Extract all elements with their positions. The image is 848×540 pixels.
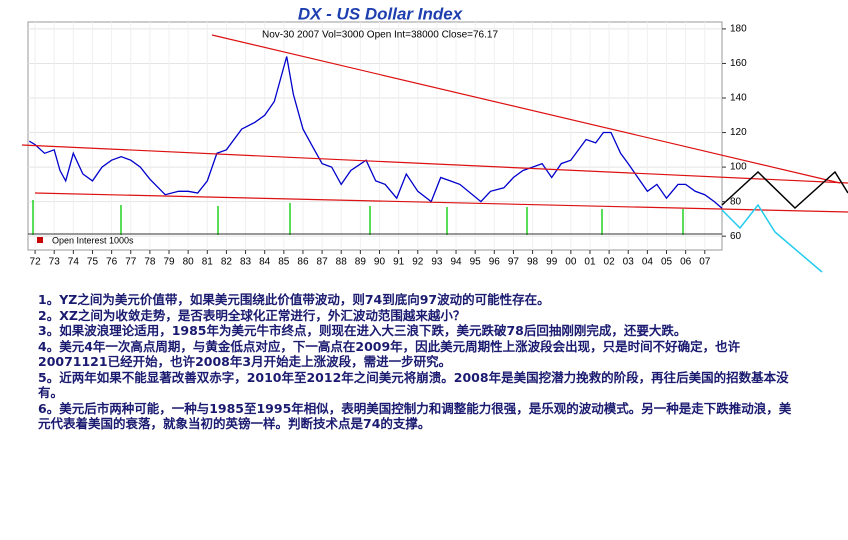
y-tick-label: 120 (730, 127, 747, 138)
chart: DX - US Dollar Index Nov-30 2007 Vol=300… (21, 4, 848, 273)
x-tick-label: 07 (699, 257, 711, 268)
note: 4。美元4年一次高点周期，与黄金低点对应，下一高点在2009年，因此美元周期性上… (38, 338, 741, 370)
x-tick-label: 90 (374, 257, 386, 268)
y-tick-label: 100 (730, 162, 747, 173)
price-line (28, 56, 723, 209)
x-tick-label: 77 (125, 257, 137, 268)
notes: 1。YZ之间为美元价值带，如果美元围绕此价值带波动，则74到底向97波动的可能性… (38, 292, 798, 432)
x-tick-label: 91 (393, 257, 405, 268)
x-tick-label: 74 (68, 257, 80, 268)
x-tick-label: 78 (144, 257, 156, 268)
x-tick-label: 94 (450, 257, 462, 268)
x-tick-label: 79 (163, 257, 175, 268)
x-tick-label: 99 (546, 257, 558, 268)
x-tick-label: 02 (604, 257, 616, 268)
x-tick-label: 04 (642, 257, 654, 268)
legend-swatch (37, 237, 43, 243)
chart-title: DX - US Dollar Index (298, 4, 464, 23)
trend-lines (21, 34, 848, 213)
x-tick-label: 75 (87, 257, 99, 268)
x-tick-label: 88 (336, 257, 348, 268)
x-tick-label: 01 (584, 257, 596, 268)
x-tick-label: 72 (30, 257, 42, 268)
x-tick-label: 87 (317, 257, 329, 268)
grid (28, 22, 722, 250)
x-tick-label: 82 (221, 257, 233, 268)
x-tick-label: 73 (49, 257, 61, 268)
y-tick-label: 160 (730, 58, 747, 69)
projection-cyan (721, 203, 823, 273)
open-interest-bars (32, 200, 684, 235)
x-tick-label: 06 (680, 257, 692, 268)
x-tick-label: 97 (508, 257, 520, 268)
note: 3。如果波浪理论适用，1985年为美元牛市终点，则现在进入大三浪下跌，美元跌破7… (38, 323, 687, 338)
y-tick-label: 60 (730, 231, 742, 242)
x-tick-label: 93 (431, 257, 443, 268)
x-tick-label: 00 (565, 257, 577, 268)
x-tick-label: 96 (489, 257, 501, 268)
y-tick-label: 80 (730, 196, 742, 207)
note: 1。YZ之间为美元价值带，如果美元围绕此价值带波动，则74到底向97波动的可能性… (38, 292, 550, 307)
chart-subtitle: Nov-30 2007 Vol=3000 Open Int=38000 Clos… (262, 30, 498, 41)
note: 2。XZ之间为收敛走势，是否表明全球化正常进行，外汇波动范围越来越小？ (38, 307, 466, 323)
x-tick-label: 83 (240, 257, 252, 268)
x-tick-label: 85 (278, 257, 290, 268)
x-tick-label: 98 (527, 257, 539, 268)
x-tick-label: 05 (661, 257, 673, 268)
legend-label: Open Interest 1000s (52, 235, 134, 245)
x-tick-label: 81 (202, 257, 214, 268)
x-tick-label: 89 (355, 257, 367, 268)
plot-frame (27, 21, 723, 251)
note: 5。近两年如果不能显著改善双赤字，2010年至2012年之间美元将崩溃。2008… (38, 369, 789, 401)
x-tick-label: 76 (106, 257, 118, 268)
note: 6。美元后市两种可能，一种与1985至1995年相似，表明美国控制力和调整能力很… (38, 400, 792, 432)
x-tick-label: 86 (297, 257, 309, 268)
x-tick-label: 95 (470, 257, 482, 268)
y-tick-label: 180 (730, 24, 747, 35)
x-tick-label: 03 (623, 257, 635, 268)
plot (28, 56, 723, 209)
projection-black (721, 170, 848, 210)
x-tick-label: 80 (183, 257, 195, 268)
x-tick-label: 84 (259, 257, 271, 268)
x-tick-label: 92 (412, 257, 424, 268)
y-tick-label: 140 (730, 93, 747, 104)
